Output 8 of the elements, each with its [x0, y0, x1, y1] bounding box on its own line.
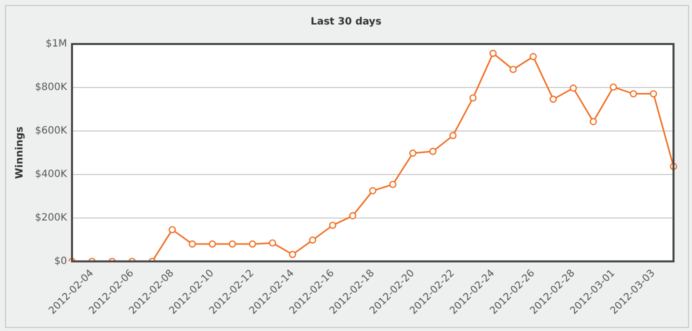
y-axis-title: Winnings — [14, 126, 26, 179]
y-tick-label: $400K — [34, 169, 68, 180]
y-tick-label: $1M — [46, 38, 68, 50]
y-tick-label: $600K — [34, 126, 68, 137]
y-tick-label: $800K — [34, 82, 68, 94]
y-tick-label: $0 — [54, 256, 68, 268]
chart-title: Last 30 days — [310, 16, 382, 28]
y-tick-label: $200K — [34, 212, 68, 224]
